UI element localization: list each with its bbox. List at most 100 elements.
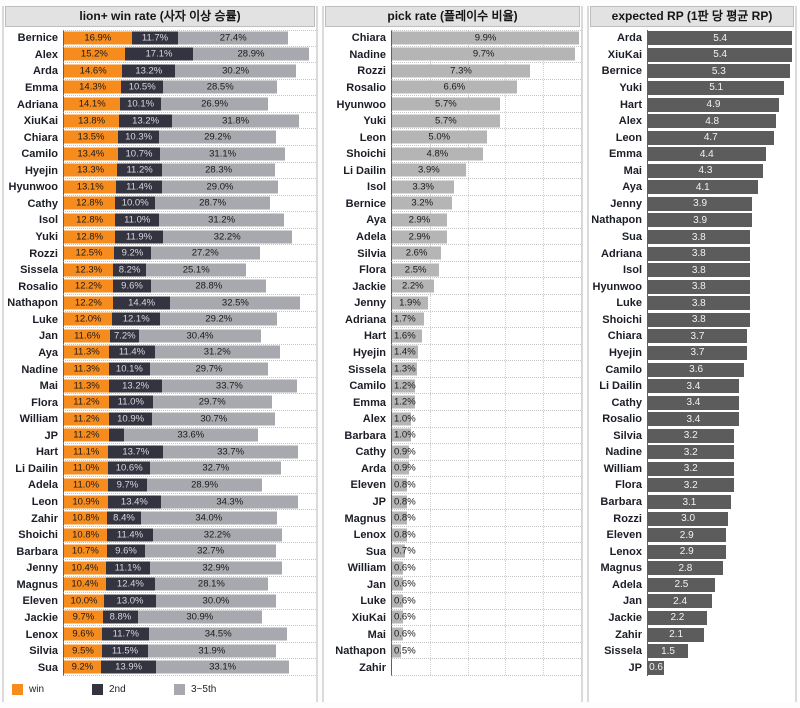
bar-segment-win[interactable]: 10.8%: [64, 528, 108, 542]
bar-segment-35th[interactable]: 33.7%: [163, 445, 298, 459]
stacked-bar[interactable]: 13.8% 13.2% 31.8%: [64, 114, 316, 128]
stacked-bar[interactable]: 11.0% 9.7% 28.9%: [64, 478, 316, 492]
bar-segment-2nd[interactable]: 11.4%: [107, 528, 153, 542]
bar-segment-35th[interactable]: 28.9%: [193, 47, 309, 61]
bar[interactable]: [392, 561, 404, 575]
stacked-bar[interactable]: 13.1% 11.4% 29.0%: [64, 180, 316, 194]
bar-segment-2nd[interactable]: 11.4%: [116, 180, 162, 194]
legend-item-35th[interactable]: 3~5th: [174, 683, 216, 695]
bar[interactable]: 3.9%: [392, 163, 466, 177]
bar-segment-35th[interactable]: 32.5%: [170, 296, 301, 310]
bar-segment-win[interactable]: 11.2%: [64, 428, 109, 442]
bar-segment-2nd[interactable]: 12.1%: [112, 312, 161, 326]
bar-segment-2nd[interactable]: 11.9%: [115, 230, 163, 244]
bar-segment-2nd[interactable]: 9.2%: [114, 246, 151, 260]
bar[interactable]: 3.3%: [392, 180, 455, 194]
bar-segment-35th[interactable]: 32.2%: [162, 230, 292, 244]
stacked-bar[interactable]: 15.2% 17.1% 28.9%: [64, 47, 316, 61]
bar[interactable]: 9.9%: [392, 31, 580, 45]
bar[interactable]: [392, 610, 404, 624]
bar[interactable]: 3.4: [648, 379, 739, 394]
stacked-bar[interactable]: 11.2% 11.0% 29.7%: [64, 395, 316, 409]
bar-segment-2nd[interactable]: [108, 428, 124, 442]
bar-segment-win[interactable]: 15.2%: [64, 47, 125, 61]
bar[interactable]: [392, 594, 404, 608]
bar[interactable]: [392, 362, 417, 376]
stacked-bar[interactable]: 10.0% 13.0% 30.0%: [64, 594, 316, 608]
bar[interactable]: 3.2: [648, 445, 734, 460]
bar-segment-35th[interactable]: 30.9%: [137, 610, 262, 624]
bar-segment-35th[interactable]: 33.6%: [123, 428, 258, 442]
bar-segment-35th[interactable]: 29.2%: [159, 130, 276, 144]
bar-segment-win[interactable]: 14.6%: [64, 64, 123, 78]
bar[interactable]: 0.6: [648, 660, 665, 675]
bar-segment-2nd[interactable]: 10.6%: [108, 461, 151, 475]
bar[interactable]: 1.9%: [392, 296, 428, 310]
bar[interactable]: 3.4: [648, 395, 739, 410]
bar[interactable]: 4.9: [648, 97, 779, 112]
bar[interactable]: 3.0: [648, 511, 729, 526]
stacked-bar[interactable]: 16.9% 11.7% 27.4%: [64, 31, 316, 45]
bar-segment-35th[interactable]: 34.0%: [140, 511, 277, 525]
bar-segment-win[interactable]: 12.8%: [64, 230, 116, 244]
bar-segment-win[interactable]: 11.6%: [64, 329, 111, 343]
bar[interactable]: 2.9: [648, 528, 726, 543]
bar-segment-35th[interactable]: 30.2%: [175, 64, 296, 78]
bar-segment-win[interactable]: 12.5%: [64, 246, 114, 260]
bar[interactable]: [392, 495, 408, 509]
bar-segment-35th[interactable]: 31.1%: [160, 147, 285, 161]
bar-segment-2nd[interactable]: 7.2%: [110, 329, 140, 343]
stacked-bar[interactable]: 9.5% 11.5% 31.9%: [64, 644, 316, 658]
stacked-bar[interactable]: 10.8% 11.4% 32.2%: [64, 528, 316, 542]
bar[interactable]: 4.7: [648, 130, 774, 145]
bar-segment-2nd[interactable]: 10.7%: [117, 147, 161, 161]
bar[interactable]: [392, 528, 408, 542]
bar[interactable]: 3.8: [648, 263, 750, 278]
bar[interactable]: 7.3%: [392, 64, 530, 78]
stacked-bar[interactable]: 12.2% 9.6% 28.8%: [64, 279, 316, 293]
bar[interactable]: [392, 644, 402, 658]
bar[interactable]: [392, 511, 408, 525]
bar-segment-2nd[interactable]: 9.7%: [108, 478, 147, 492]
bar[interactable]: 3.2: [648, 428, 734, 443]
bar-segment-2nd[interactable]: 17.1%: [124, 47, 194, 61]
bar-segment-2nd[interactable]: 13.2%: [109, 379, 162, 393]
bar-segment-win[interactable]: 11.3%: [64, 345, 110, 359]
bar-segment-win[interactable]: 11.0%: [64, 478, 108, 492]
bar-segment-win[interactable]: 10.8%: [64, 511, 108, 525]
stacked-bar[interactable]: 12.5% 9.2% 27.2%: [64, 246, 316, 260]
stacked-bar[interactable]: 11.3% 13.2% 33.7%: [64, 379, 316, 393]
bar-segment-win[interactable]: 9.5%: [64, 644, 102, 658]
bar-segment-35th[interactable]: 32.9%: [149, 561, 282, 575]
bar-segment-win[interactable]: 10.0%: [64, 594, 104, 608]
bar-segment-2nd[interactable]: 13.9%: [100, 660, 157, 674]
stacked-bar[interactable]: 13.4% 10.7% 31.1%: [64, 147, 316, 161]
bar-segment-35th[interactable]: 32.7%: [150, 461, 282, 475]
stacked-bar[interactable]: 11.6% 7.2% 30.4%: [64, 329, 316, 343]
bar-segment-2nd[interactable]: 13.7%: [108, 445, 164, 459]
stacked-bar[interactable]: 9.2% 13.9% 33.1%: [64, 660, 316, 674]
bar[interactable]: 5.3: [648, 64, 790, 79]
bar-segment-win[interactable]: 11.3%: [64, 379, 110, 393]
bar-segment-win[interactable]: 12.8%: [64, 196, 116, 210]
bar-segment-35th[interactable]: 29.0%: [161, 180, 278, 194]
bar-segment-35th[interactable]: 27.2%: [150, 246, 260, 260]
bar-segment-2nd[interactable]: 11.7%: [131, 31, 179, 45]
bar-segment-win[interactable]: 12.8%: [64, 213, 116, 227]
bar[interactable]: 4.4: [648, 147, 766, 162]
bar-segment-35th[interactable]: 32.2%: [152, 528, 282, 542]
bar[interactable]: [392, 461, 409, 475]
bar-segment-win[interactable]: 13.4%: [64, 147, 118, 161]
bar-segment-2nd[interactable]: 9.6%: [106, 544, 146, 558]
stacked-bar[interactable]: 12.3% 8.2% 25.1%: [64, 263, 316, 277]
bar[interactable]: 4.3: [648, 163, 763, 178]
bar[interactable]: 4.1: [648, 180, 758, 195]
bar[interactable]: [392, 445, 409, 459]
bar[interactable]: [392, 577, 404, 591]
bar[interactable]: 3.2: [648, 461, 734, 476]
bar[interactable]: [392, 329, 423, 343]
bar[interactable]: 3.7: [648, 329, 747, 344]
bar[interactable]: 6.6%: [392, 80, 517, 94]
bar[interactable]: 2.6%: [392, 246, 442, 260]
bar[interactable]: 3.2: [648, 478, 734, 493]
